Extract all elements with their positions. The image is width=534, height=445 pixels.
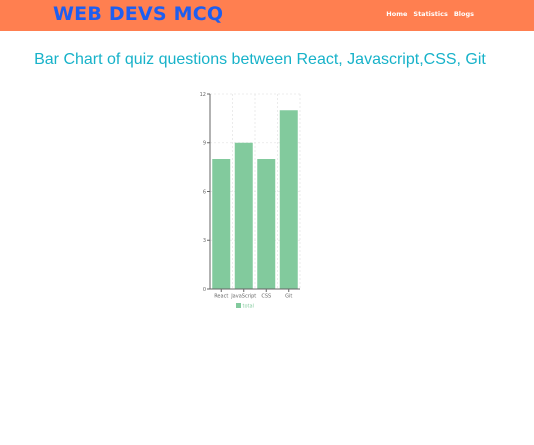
nav-link-blogs[interactable]: Blogs: [453, 10, 474, 18]
y-tick-label-2: 6: [203, 189, 206, 195]
y-tick-label-1: 3: [203, 238, 206, 244]
x-tick-label-git: Git: [285, 294, 292, 300]
navbar: WEB DEVS MCQ Home Statistics Blogs: [0, 0, 534, 31]
x-tick-label-react: React: [214, 294, 228, 300]
bar-javascript: [234, 142, 253, 289]
nav-links: Home Statistics Blogs: [386, 10, 474, 18]
nav-link-home[interactable]: Home: [386, 10, 408, 18]
y-tick-label-4: 12: [200, 92, 206, 98]
bar-react: [212, 159, 231, 289]
legend-swatch-total: [236, 303, 241, 308]
nav-link-statistics[interactable]: Statistics: [413, 10, 448, 18]
y-tick-label-0: 0: [203, 287, 206, 293]
y-tick-label-3: 9: [203, 141, 206, 147]
legend-label-total: total: [243, 304, 254, 310]
brand-logo[interactable]: WEB DEVS MCQ: [53, 3, 224, 25]
x-tick-label-css: CSS: [261, 294, 271, 300]
bar-css: [257, 159, 276, 289]
x-tick-label-javascript: JavaScript: [230, 294, 256, 300]
page-title: Bar Chart of quiz questions between Reac…: [34, 51, 486, 68]
bar-git: [279, 110, 298, 289]
